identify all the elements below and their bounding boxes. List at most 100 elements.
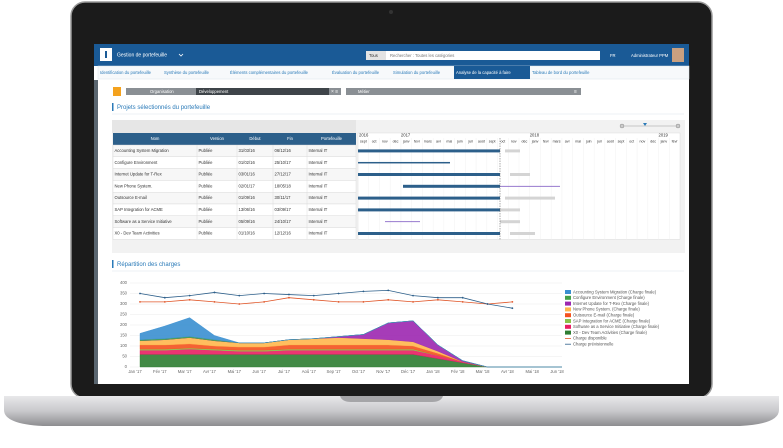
filter-icon[interactable]	[113, 87, 121, 96]
filter-organisation-value: Développement	[199, 89, 229, 94]
clear-filter[interactable]: × ≡	[331, 89, 338, 95]
legend-label[interactable]: SAP Integration for ACME (Charge finale)	[573, 318, 651, 323]
tab[interactable]: Tableau de bord du portefeuille	[532, 70, 590, 75]
tab[interactable]: Synthèse du portefeuille	[164, 70, 210, 75]
table-cell: 27/12/17	[275, 172, 292, 177]
filter-metier[interactable]	[346, 88, 581, 95]
line-point	[436, 296, 439, 299]
x-tick-label: Fév '18	[451, 369, 465, 374]
gantt-month: juil	[467, 139, 473, 143]
search-scope-box[interactable]	[366, 51, 386, 60]
gantt-bar[interactable]	[358, 161, 450, 164]
column-header[interactable]: Fin	[287, 136, 293, 141]
tab[interactable]: Évaluation du portefeuille	[332, 70, 380, 75]
gantt-month: mai	[575, 139, 581, 143]
zoom-out[interactable]	[619, 123, 625, 129]
gantt-month: janv	[402, 139, 410, 143]
legend-label[interactable]: Configure Environment (Charge finale)	[573, 295, 645, 300]
search-placeholder[interactable]: Rechercher : Toutes les catégories	[390, 53, 454, 58]
tab[interactable]: Identification du portefeuille	[100, 70, 152, 75]
column-header[interactable]: Version	[210, 136, 225, 141]
y-tick-label: 50	[122, 354, 127, 359]
table-row[interactable]	[112, 227, 357, 240]
table-toolbar	[112, 120, 356, 133]
table-cell: 18/05/18	[275, 183, 292, 188]
app-title[interactable]: Gestion de portefeuille	[117, 52, 167, 58]
legend-label[interactable]: Outsource E-mail (Charge finale)	[573, 313, 635, 318]
gantt-bar[interactable]	[358, 196, 500, 200]
table-cell: 05/09/16	[239, 219, 256, 224]
column-header[interactable]: Début	[249, 136, 261, 141]
search-scope[interactable]: Tous	[369, 53, 378, 58]
gantt-month: déc	[393, 139, 399, 143]
gantt-bar[interactable]	[500, 208, 520, 212]
line-point	[188, 294, 191, 297]
gantt-month: juin	[585, 139, 592, 143]
legend-label[interactable]: Charge disponible	[573, 336, 607, 341]
table-cell: Internal IT	[309, 195, 328, 200]
dropdown-arrow	[178, 53, 184, 57]
line-point	[337, 301, 340, 303]
gantt-bar[interactable]	[358, 232, 500, 235]
gantt-bar[interactable]	[510, 173, 530, 176]
active-tab[interactable]	[454, 66, 530, 79]
table-cell: Internal IT	[309, 219, 328, 224]
zoom-in[interactable]	[675, 123, 681, 129]
gantt-bar[interactable]	[500, 220, 520, 224]
table-cell: Publiée	[199, 195, 214, 200]
gantt-month: févr	[543, 139, 550, 143]
filter-menu[interactable]: ≡	[574, 89, 577, 95]
filter-organisation-value-box[interactable]	[196, 88, 329, 95]
gantt-month: oct	[501, 139, 506, 143]
line-point	[461, 296, 464, 299]
column-header[interactable]: Portefeuille	[321, 136, 343, 141]
y-tick-label: 0	[125, 364, 128, 369]
x-tick-label: Jan '18	[426, 369, 440, 374]
table-cell: 30/11/17	[275, 195, 292, 200]
gantt-month: déc	[521, 139, 527, 143]
table-cell: 06/12/16	[275, 148, 292, 153]
table-cell: 02/01/17	[239, 183, 256, 188]
language[interactable]: FR	[610, 53, 616, 58]
search-box[interactable]	[366, 51, 600, 60]
table-cell: Configure Environment	[115, 160, 159, 165]
gantt-month: janv	[531, 139, 539, 143]
legend-label[interactable]: Software as a Service Initiative (Charge…	[573, 324, 660, 329]
x-tick-label: Oct '17	[352, 369, 366, 374]
tab[interactable]: Analyse de la capacité à faire	[456, 70, 511, 75]
tab[interactable]: Simulation du portefeuille	[393, 70, 441, 75]
gantt-bar[interactable]	[505, 149, 520, 153]
gantt-bar[interactable]	[358, 173, 500, 176]
table-cell: Publiée	[199, 207, 214, 212]
user-name[interactable]: Administrateur PPM	[631, 53, 669, 58]
legend-label[interactable]: Internet Update for T-Rex (Charge finale…	[573, 301, 650, 306]
line-point	[263, 292, 266, 295]
legend-label[interactable]: New Phone System. (Charge finale)	[573, 307, 640, 312]
avatar[interactable]	[672, 48, 684, 62]
gantt-month: juil	[596, 139, 602, 143]
table-cell: 03/09/17	[275, 207, 292, 212]
zoom-handle[interactable]	[643, 123, 647, 126]
column-header[interactable]: Nom	[151, 136, 160, 141]
line-point	[387, 298, 390, 301]
gantt-bar[interactable]	[358, 208, 500, 212]
gantt-bar[interactable]	[505, 196, 555, 200]
chart: 0 50 100 150 200 250 300 350 400 Jan '17 Fév '17 Ma…	[120, 280, 660, 374]
legend-label[interactable]: X0 - Dev Team Activities (Charge finale)	[573, 330, 648, 335]
table-cell: X0 - Dev Team Activities	[115, 231, 160, 236]
x-tick-label: Jun '18	[550, 369, 564, 374]
gantt-year: 2018	[530, 133, 540, 138]
table-cell: 01/09/16	[239, 195, 256, 200]
line-series	[140, 297, 513, 305]
gantt-bar[interactable]	[385, 221, 420, 223]
gantt-bar[interactable]	[403, 184, 500, 188]
x-tick-label: Mar '18	[476, 369, 491, 374]
y-tick-label: 350	[120, 291, 128, 296]
gantt-bar[interactable]	[358, 149, 500, 153]
tab[interactable]: Éléments complémentaires du portefeuille	[230, 70, 309, 75]
gantt-bar[interactable]	[510, 232, 535, 235]
legend-label[interactable]: Accounting System Migration (Charge fina…	[573, 289, 657, 294]
gantt-month: avr	[565, 139, 571, 143]
legend-label[interactable]: Charge prévisionnelle	[573, 342, 614, 347]
stacked-area	[139, 317, 562, 368]
